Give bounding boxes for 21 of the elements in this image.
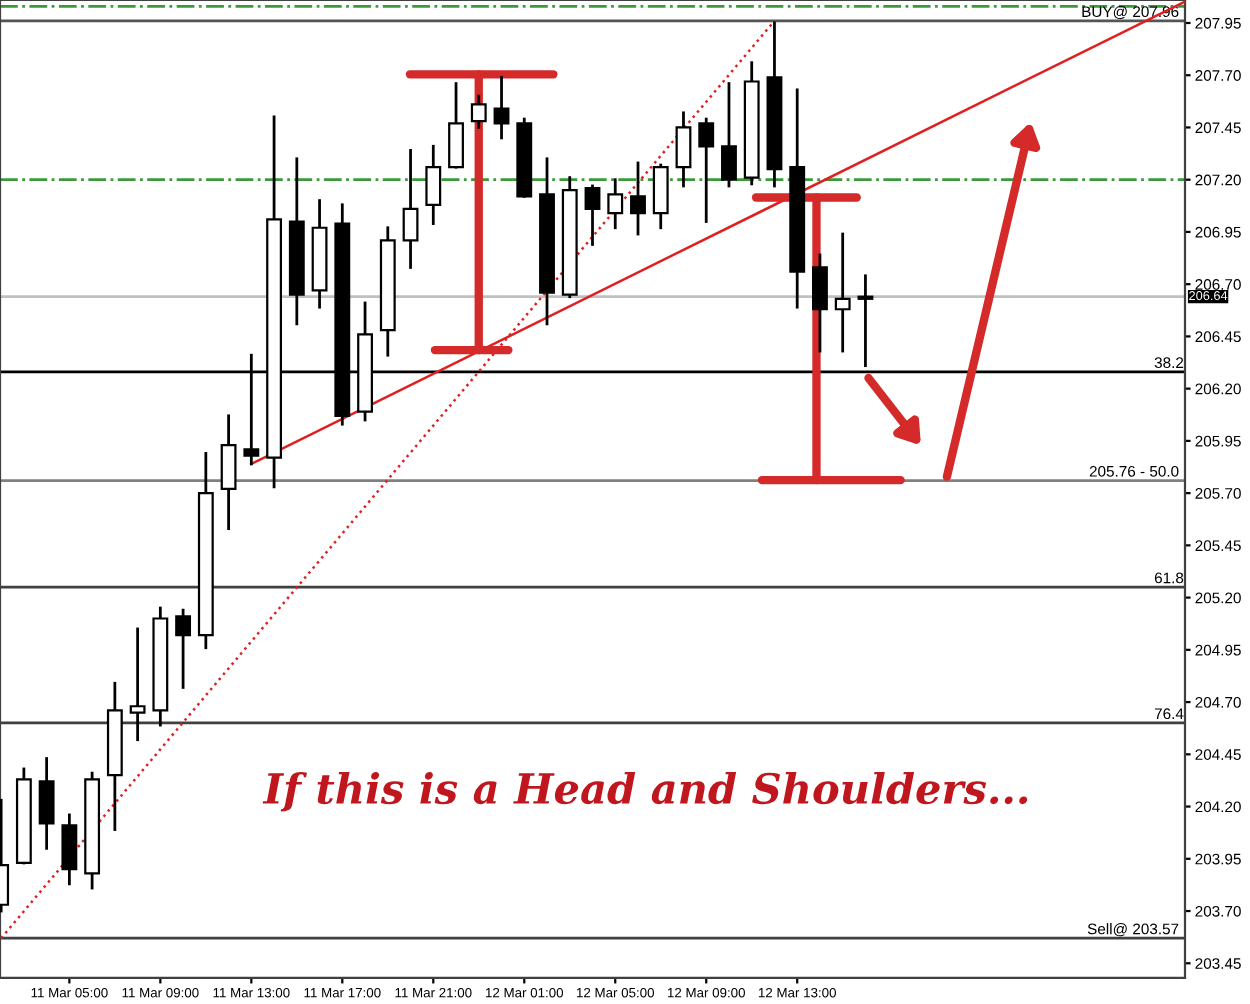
candlestick xyxy=(607,178,624,230)
candlestick xyxy=(38,757,55,850)
candlestick xyxy=(129,627,146,742)
candlestick xyxy=(812,253,828,353)
candlestick xyxy=(175,608,192,689)
candlestick xyxy=(584,184,601,246)
candlestick xyxy=(630,161,646,236)
candlestick xyxy=(652,163,669,230)
candlestick xyxy=(698,117,715,223)
candlestick xyxy=(493,75,510,140)
candlestick xyxy=(675,111,692,188)
candlestick xyxy=(834,232,851,353)
candlestick xyxy=(425,144,442,225)
candlestick xyxy=(220,414,237,531)
candlestick xyxy=(448,82,464,169)
candlestick xyxy=(402,149,419,269)
candlestick xyxy=(857,274,874,368)
candlestick xyxy=(721,82,737,188)
candlestick xyxy=(61,813,78,886)
candlestick xyxy=(470,94,487,129)
annotation: If this is a Head and Shoulders... xyxy=(262,771,1028,812)
